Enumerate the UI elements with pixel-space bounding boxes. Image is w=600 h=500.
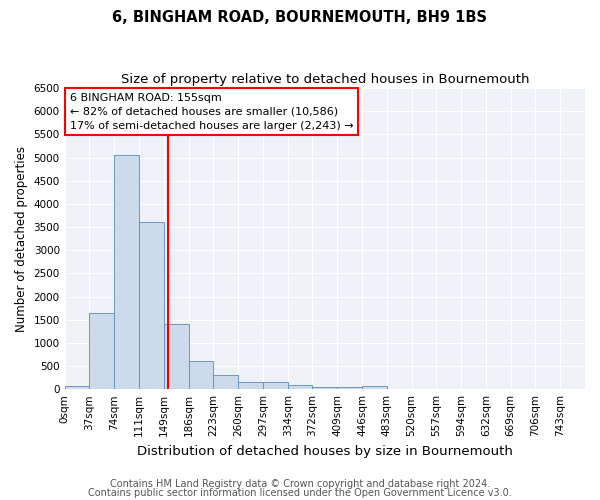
- Bar: [89, 312, 114, 389]
- Bar: [164, 324, 188, 389]
- Bar: [65, 386, 89, 389]
- Bar: [114, 155, 139, 389]
- Text: Contains public sector information licensed under the Open Government Licence v3: Contains public sector information licen…: [88, 488, 512, 498]
- Text: 6 BINGHAM ROAD: 155sqm
← 82% of detached houses are smaller (10,586)
17% of semi: 6 BINGHAM ROAD: 155sqm ← 82% of detached…: [70, 92, 353, 130]
- Bar: [287, 385, 313, 389]
- Title: Size of property relative to detached houses in Bournemouth: Size of property relative to detached ho…: [121, 72, 529, 86]
- Bar: [139, 222, 164, 389]
- Text: Contains HM Land Registry data © Crown copyright and database right 2024.: Contains HM Land Registry data © Crown c…: [110, 479, 490, 489]
- Bar: [188, 361, 214, 389]
- X-axis label: Distribution of detached houses by size in Bournemouth: Distribution of detached houses by size …: [137, 444, 513, 458]
- Bar: [263, 382, 287, 389]
- Bar: [313, 387, 337, 389]
- Y-axis label: Number of detached properties: Number of detached properties: [15, 146, 28, 332]
- Bar: [214, 376, 238, 389]
- Text: 6, BINGHAM ROAD, BOURNEMOUTH, BH9 1BS: 6, BINGHAM ROAD, BOURNEMOUTH, BH9 1BS: [113, 10, 487, 25]
- Bar: [362, 386, 387, 389]
- Bar: [337, 387, 362, 389]
- Bar: [238, 382, 263, 389]
